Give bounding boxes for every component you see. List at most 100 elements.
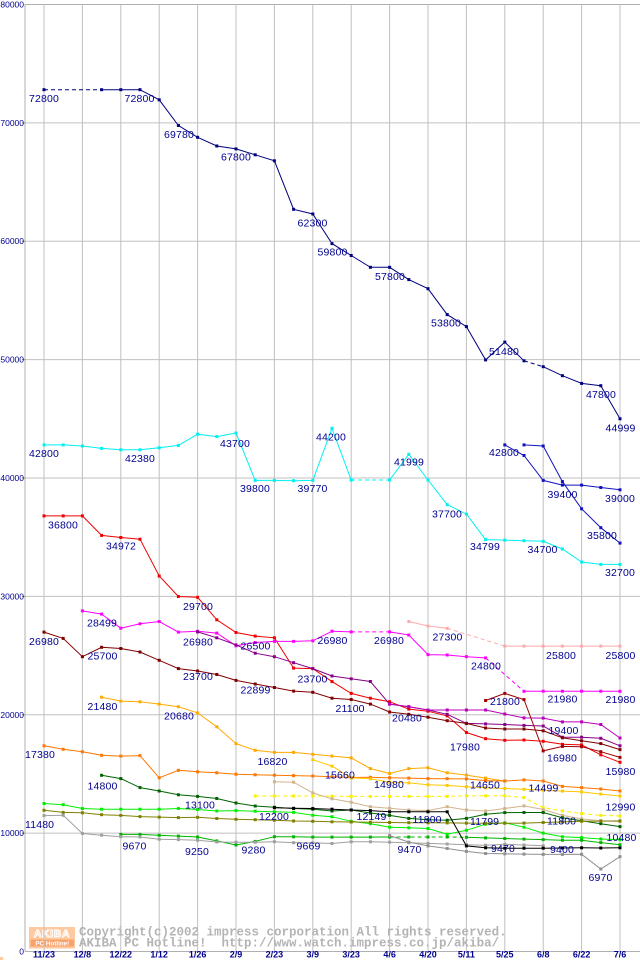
svg-text:16980: 16980 <box>547 753 577 765</box>
svg-text:Copyright(c)2002 impress corpo: Copyright(c)2002 impress corporation All… <box>79 925 507 939</box>
svg-text:26500: 26500 <box>241 641 271 653</box>
svg-text:50000: 50000 <box>0 355 24 365</box>
svg-text:39000: 39000 <box>605 493 635 505</box>
svg-text:41999: 41999 <box>394 457 424 469</box>
svg-text:2/23: 2/23 <box>266 950 284 960</box>
svg-text:14650: 14650 <box>470 780 500 792</box>
svg-text:39400: 39400 <box>548 489 578 501</box>
svg-text:42380: 42380 <box>125 453 155 465</box>
svg-text:14499: 14499 <box>529 783 559 795</box>
svg-text:6/8: 6/8 <box>537 950 550 960</box>
svg-text:26980: 26980 <box>29 636 59 648</box>
svg-text:21980: 21980 <box>548 694 578 706</box>
svg-text:40000: 40000 <box>0 473 24 483</box>
svg-text:12990: 12990 <box>606 802 636 814</box>
svg-text:25800: 25800 <box>606 650 636 662</box>
svg-text:12/22: 12/22 <box>110 950 133 960</box>
svg-text:4/6: 4/6 <box>383 950 396 960</box>
svg-text:51480: 51480 <box>489 346 519 358</box>
svg-text:25700: 25700 <box>88 651 118 663</box>
svg-text:42800: 42800 <box>489 447 519 459</box>
svg-text:21480: 21480 <box>88 701 118 713</box>
svg-text:21800: 21800 <box>490 696 520 708</box>
svg-text:9470: 9470 <box>491 843 515 855</box>
svg-text:67800: 67800 <box>221 152 251 164</box>
svg-text:24800: 24800 <box>471 661 501 673</box>
svg-text:72800: 72800 <box>125 93 155 105</box>
svg-text:17380: 17380 <box>25 749 55 761</box>
svg-text:34972: 34972 <box>106 541 136 553</box>
svg-text:11/23: 11/23 <box>33 950 55 960</box>
svg-text:20000: 20000 <box>0 710 24 720</box>
svg-text:PC Hotline!: PC Hotline! <box>35 941 69 948</box>
svg-text:1/26: 1/26 <box>189 950 207 960</box>
svg-text:5/25: 5/25 <box>496 950 514 960</box>
svg-text:60000: 60000 <box>0 236 24 246</box>
svg-text:15660: 15660 <box>325 770 355 782</box>
svg-text:23700: 23700 <box>183 671 213 683</box>
svg-text:20680: 20680 <box>164 711 194 723</box>
svg-text:28499: 28499 <box>87 618 117 630</box>
svg-text:80000: 80000 <box>0 0 24 10</box>
svg-text:19400: 19400 <box>549 725 579 737</box>
svg-text:10480: 10480 <box>607 832 637 844</box>
svg-text:32700: 32700 <box>605 567 635 579</box>
svg-text:42800: 42800 <box>29 448 59 460</box>
svg-text:17980: 17980 <box>450 742 480 754</box>
svg-text:3/9: 3/9 <box>307 950 320 960</box>
svg-text:44999: 44999 <box>606 423 636 435</box>
svg-text:27300: 27300 <box>433 632 463 644</box>
svg-text:39770: 39770 <box>298 483 328 495</box>
svg-text:3/23: 3/23 <box>342 950 360 960</box>
svg-text:4/20: 4/20 <box>419 950 437 960</box>
svg-text:16820: 16820 <box>258 756 288 768</box>
svg-text:9470: 9470 <box>398 844 422 856</box>
svg-text:21100: 21100 <box>336 703 365 715</box>
svg-text:23700: 23700 <box>298 674 328 686</box>
svg-text:11480: 11480 <box>25 819 54 831</box>
svg-text:26980: 26980 <box>374 635 404 647</box>
svg-text:20480: 20480 <box>392 713 422 725</box>
svg-text:7/6: 7/6 <box>614 950 627 960</box>
svg-text:6970: 6970 <box>589 872 613 884</box>
svg-text:47800: 47800 <box>586 389 616 401</box>
svg-text:0: 0 <box>19 947 24 957</box>
svg-text:11799: 11799 <box>470 816 499 828</box>
svg-text:34799: 34799 <box>470 541 500 553</box>
svg-text:11800: 11800 <box>547 816 576 828</box>
svg-text:26980: 26980 <box>318 635 348 647</box>
svg-text:13100: 13100 <box>185 800 215 812</box>
svg-text:70000: 70000 <box>0 118 24 128</box>
svg-text:5/11: 5/11 <box>458 950 475 960</box>
svg-text:9669: 9669 <box>297 841 321 853</box>
svg-text:AKIBA PC Hotline! http://www.: AKIBA PC Hotline! http://www.watch.impre… <box>79 936 499 950</box>
svg-text:59800: 59800 <box>318 247 348 259</box>
svg-text:44200: 44200 <box>316 432 346 444</box>
svg-text:9670: 9670 <box>123 841 147 853</box>
svg-text:35800: 35800 <box>587 530 617 542</box>
svg-text:43700: 43700 <box>220 438 250 450</box>
svg-text:12200: 12200 <box>259 811 289 823</box>
svg-text:14980: 14980 <box>374 779 404 791</box>
svg-text:14800: 14800 <box>88 781 118 793</box>
svg-text:2/9: 2/9 <box>230 950 243 960</box>
svg-text:57800: 57800 <box>375 271 405 283</box>
svg-text:11800: 11800 <box>413 814 442 826</box>
svg-text:29700: 29700 <box>183 601 213 613</box>
svg-text:21980: 21980 <box>606 694 636 706</box>
svg-text:72800: 72800 <box>29 93 59 105</box>
svg-text:30000: 30000 <box>0 591 24 601</box>
svg-text:39800: 39800 <box>240 483 270 495</box>
svg-text:15980: 15980 <box>606 766 636 778</box>
svg-text:26980: 26980 <box>183 637 213 649</box>
svg-text:6/22: 6/22 <box>573 950 591 960</box>
svg-text:1/12: 1/12 <box>150 950 168 960</box>
svg-text:53800: 53800 <box>431 318 461 330</box>
svg-text:9250: 9250 <box>185 846 209 858</box>
svg-text:36800: 36800 <box>48 520 78 532</box>
svg-text:69780: 69780 <box>164 129 194 141</box>
svg-text:10000: 10000 <box>0 828 24 838</box>
svg-text:62300: 62300 <box>298 218 328 230</box>
svg-text:9280: 9280 <box>242 845 266 857</box>
svg-text:12149: 12149 <box>357 811 387 823</box>
